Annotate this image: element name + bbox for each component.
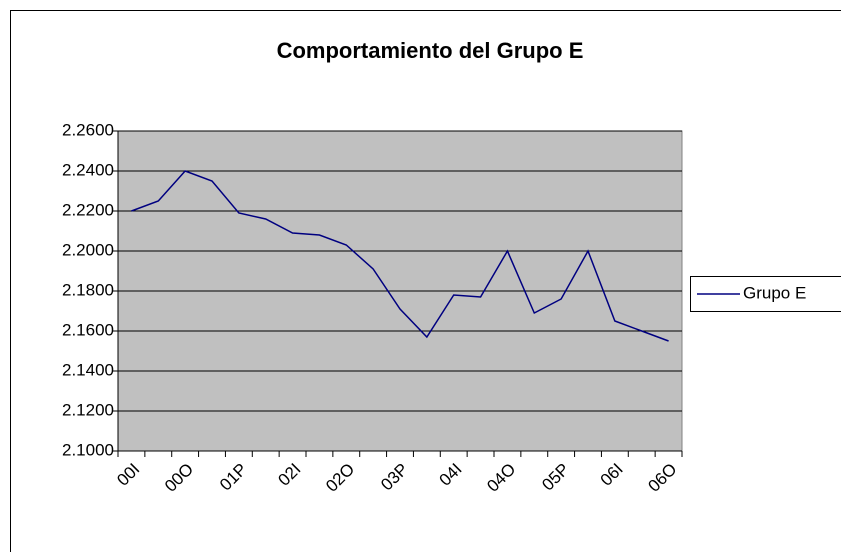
- legend-label: Grupo E: [743, 283, 806, 302]
- y-tick-label: 2.1600: [62, 320, 114, 339]
- y-tick-label: 2.2400: [62, 160, 114, 179]
- y-tick-label: 2.1800: [62, 280, 114, 299]
- y-tick-label: 2.2600: [62, 120, 114, 139]
- y-tick-label: 2.1000: [62, 440, 114, 459]
- y-tick-label: 2.1400: [62, 360, 114, 379]
- y-tick-label: 2.2200: [62, 200, 114, 219]
- chart-title: Comportamiento del Grupo E: [277, 38, 584, 63]
- series-line: [131, 170, 669, 342]
- y-tick-label: 2.2000: [62, 240, 114, 259]
- y-tick-label: 2.1200: [62, 400, 114, 419]
